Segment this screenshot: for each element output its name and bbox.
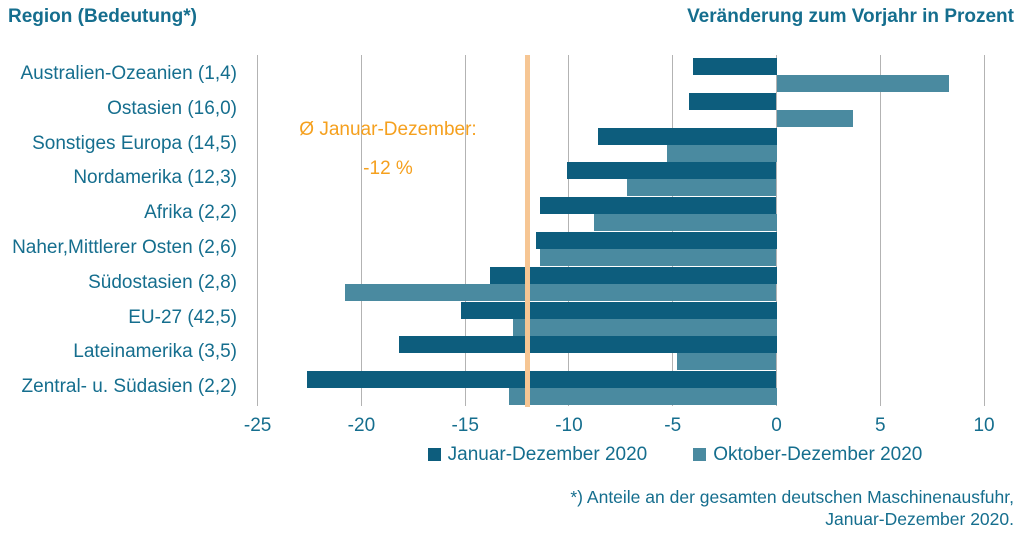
bar-oktober-dezember xyxy=(512,318,777,336)
category-label: Afrika (2,2) xyxy=(144,202,237,224)
legend: Januar-Dezember 2020 Oktober-Dezember 202… xyxy=(385,444,965,466)
legend-item: Oktober-Dezember 2020 xyxy=(693,444,922,466)
x-tick-label: -25 xyxy=(243,415,272,436)
category-label: Nordamerika (12,3) xyxy=(73,167,237,189)
x-tick-label: -20 xyxy=(347,415,376,436)
chart-title: Veränderung zum Vorjahr in Prozent xyxy=(687,6,1014,27)
average-annotation-label: Ø Januar-Dezember: xyxy=(299,119,477,140)
category-label: Südostasien (2,8) xyxy=(88,271,237,293)
legend-label: Oktober-Dezember 2020 xyxy=(713,444,923,465)
x-gridline xyxy=(464,55,466,406)
x-gridline xyxy=(568,55,570,406)
category-label: Australien-Ozeanien (1,4) xyxy=(20,63,238,84)
bar-januar-dezember xyxy=(461,301,777,319)
bar-oktober-dezember xyxy=(776,109,854,127)
bar-januar-dezember xyxy=(693,58,777,75)
average-line xyxy=(524,55,530,407)
bar-oktober-dezember xyxy=(508,388,777,406)
bar-oktober-dezember xyxy=(344,283,777,301)
bar-oktober-dezember xyxy=(593,214,777,232)
bar-oktober-dezember xyxy=(627,179,777,197)
x-gridline xyxy=(257,55,259,406)
category-label: Zentral- u. Südasien (2,2) xyxy=(21,376,237,398)
bar-januar-dezember xyxy=(490,266,777,284)
bar-oktober-dezember xyxy=(539,249,777,266)
category-label: Lateinamerika (3,5) xyxy=(73,341,237,363)
bar-januar-dezember xyxy=(566,162,777,180)
bar-oktober-dezember xyxy=(776,75,949,92)
bar-januar-dezember xyxy=(689,92,777,110)
bar-januar-dezember xyxy=(398,336,777,354)
footnote-line-1: *) Anteile an der gesamten deutschen Mas… xyxy=(570,487,1014,507)
footnote: *) Anteile an der gesamten deutschen Mas… xyxy=(570,486,1014,530)
region-axis-title: Region (Bedeutung*) xyxy=(8,6,197,27)
legend-marker-icon xyxy=(693,448,707,461)
category-label: Naher,Mittlerer Osten (2,6) xyxy=(12,237,237,258)
x-tick-label: -15 xyxy=(451,415,479,436)
average-annotation-value: -12 % xyxy=(363,158,413,179)
legend-marker-icon xyxy=(427,448,441,461)
legend-item: Januar-Dezember 2020 xyxy=(427,444,648,466)
x-tick-label: 10 xyxy=(973,415,995,436)
x-gridline xyxy=(879,55,881,406)
category-label: EU-27 (42,5) xyxy=(128,306,237,328)
x-gridline xyxy=(360,55,362,406)
legend-label: Januar-Dezember 2020 xyxy=(447,444,648,465)
x-tick-label: -10 xyxy=(555,415,583,436)
bar-januar-dezember xyxy=(307,371,777,389)
bar-januar-dezember xyxy=(598,127,777,145)
average-annotation: Ø Januar-Dezember: -12 % xyxy=(287,119,489,180)
x-tick-label: -5 xyxy=(664,415,682,436)
category-label: Ostasien (16,0) xyxy=(107,97,237,119)
x-gridline xyxy=(776,55,777,406)
footnote-line-2: Januar-Dezember 2020. xyxy=(825,509,1014,529)
x-tick-label: 0 xyxy=(771,415,782,436)
bar-januar-dezember xyxy=(535,232,777,249)
x-gridline xyxy=(983,55,985,406)
bar-oktober-dezember xyxy=(676,353,777,371)
x-tick-label: 5 xyxy=(874,415,886,436)
category-label: Sonstiges Europa (14,5) xyxy=(32,132,237,154)
bar-januar-dezember xyxy=(539,197,777,215)
bar-oktober-dezember xyxy=(666,144,777,162)
